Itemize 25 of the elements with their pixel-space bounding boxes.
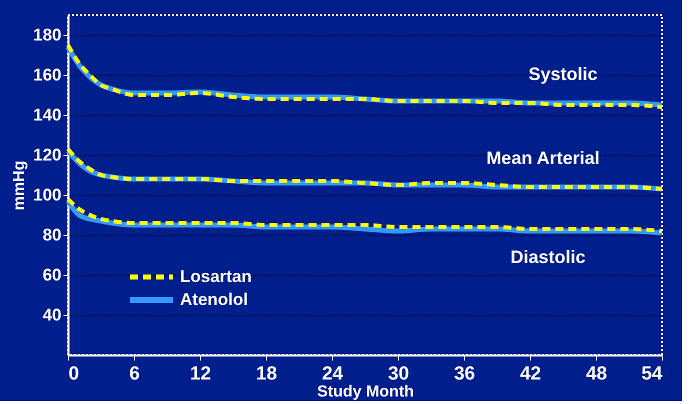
x-tick-label: 18 <box>256 364 278 384</box>
y-axis-title: mmHg <box>11 160 28 210</box>
x-tick-label: 6 <box>129 364 140 384</box>
legend-label: Losartan <box>180 267 252 286</box>
legend-label: Atenolol <box>180 290 248 309</box>
x-tick-label: 54 <box>641 364 663 384</box>
annotation: Mean Arterial <box>486 148 600 168</box>
y-tick-label: 140 <box>33 106 62 124</box>
y-tick-label: 100 <box>33 186 62 204</box>
y-tick-label: 120 <box>33 146 62 164</box>
x-tick-label: 42 <box>520 364 542 384</box>
y-tick-label: 160 <box>33 66 62 84</box>
x-tick-label: 48 <box>586 364 608 384</box>
x-tick-label: 24 <box>322 364 344 384</box>
annotation: Systolic <box>528 64 598 84</box>
x-tick-label: 36 <box>454 364 476 384</box>
annotation: Diastolic <box>510 247 586 267</box>
x-axis-title: Study Month <box>317 384 414 400</box>
x-tick-label: 12 <box>190 364 212 384</box>
y-tick-label: 60 <box>42 266 62 284</box>
y-tick-label: 180 <box>33 26 62 44</box>
y-tick-label: 40 <box>42 306 62 324</box>
x-tick-label: 30 <box>388 364 410 384</box>
y-tick-label: 80 <box>42 226 62 244</box>
x-tick-label: 0 <box>68 364 80 384</box>
